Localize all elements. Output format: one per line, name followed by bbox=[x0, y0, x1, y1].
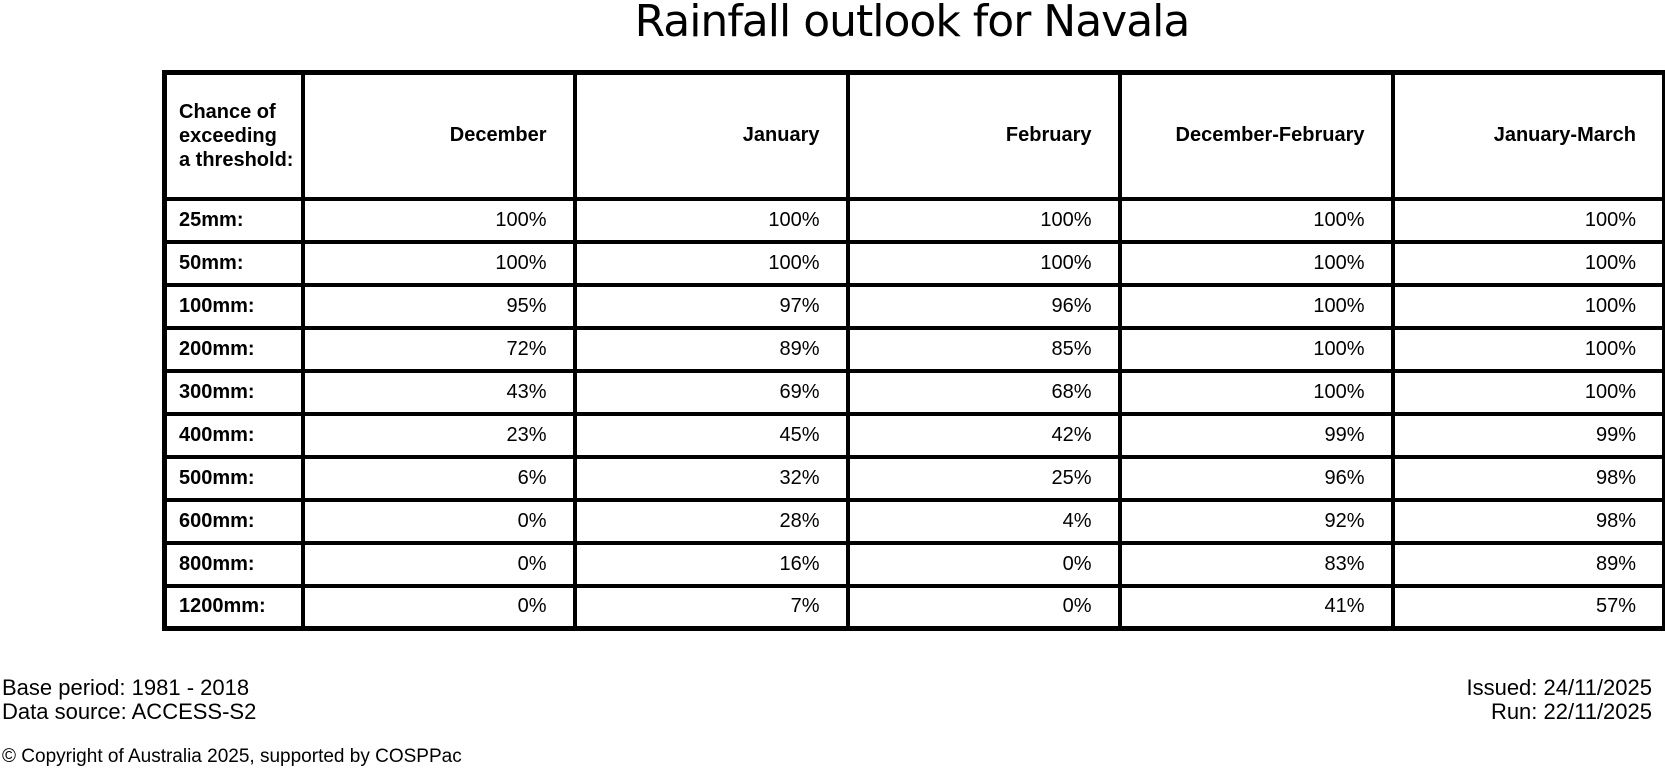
threshold-label: 800mm: bbox=[162, 540, 305, 588]
run-date-text: Run: 22/11/2025 bbox=[1490, 699, 1652, 724]
table-row: 800mm: 0% 16% 0% 83% 89% bbox=[162, 540, 1665, 588]
table-row: 500mm: 6% 32% 25% 96% 98% bbox=[162, 454, 1665, 502]
table-row: 600mm: 0% 28% 4% 92% 98% bbox=[162, 497, 1665, 545]
column-header-january-march: January-March bbox=[1390, 70, 1665, 201]
probability-cell: 6% bbox=[300, 454, 577, 502]
probability-cell: 0% bbox=[845, 583, 1122, 631]
probability-cell: 72% bbox=[300, 325, 577, 373]
column-header-december: December bbox=[300, 70, 577, 201]
probability-cell: 42% bbox=[845, 411, 1122, 459]
probability-cell: 83% bbox=[1117, 540, 1395, 588]
probability-cell: 0% bbox=[300, 497, 577, 545]
probability-cell: 41% bbox=[1117, 583, 1395, 631]
probability-cell: 99% bbox=[1390, 411, 1665, 459]
table-row: 50mm: 100% 100% 100% 100% 100% bbox=[162, 239, 1665, 287]
column-header-december-february: December-February bbox=[1117, 70, 1395, 201]
probability-cell: 98% bbox=[1390, 497, 1665, 545]
footer-right: Issued: 24/11/2025 Run: 22/11/2025 bbox=[1466, 676, 1652, 724]
column-header-february: February bbox=[845, 70, 1122, 201]
threshold-label: 500mm: bbox=[162, 454, 305, 502]
copyright-text: © Copyright of Australia 2025, supported… bbox=[2, 746, 462, 767]
probability-cell: 100% bbox=[845, 239, 1122, 287]
probability-cell: 89% bbox=[1390, 540, 1665, 588]
probability-cell: 100% bbox=[572, 239, 850, 287]
issued-date-text: Issued: 24/11/2025 bbox=[1466, 675, 1652, 700]
probability-cell: 57% bbox=[1390, 583, 1665, 631]
probability-cell: 16% bbox=[572, 540, 850, 588]
probability-cell: 100% bbox=[1117, 196, 1395, 244]
table-row: 25mm: 100% 100% 100% 100% 100% bbox=[162, 196, 1665, 244]
probability-cell: 100% bbox=[1390, 282, 1665, 330]
probability-cell: 0% bbox=[845, 540, 1122, 588]
threshold-label: 1200mm: bbox=[162, 583, 305, 631]
probability-cell: 98% bbox=[1390, 454, 1665, 502]
threshold-label: 300mm: bbox=[162, 368, 305, 416]
probability-cell: 100% bbox=[1390, 325, 1665, 373]
probability-cell: 25% bbox=[845, 454, 1122, 502]
probability-cell: 100% bbox=[572, 196, 850, 244]
table-row: 1200mm: 0% 7% 0% 41% 57% bbox=[162, 583, 1665, 631]
probability-cell: 100% bbox=[1117, 368, 1395, 416]
probability-cell: 100% bbox=[1117, 325, 1395, 373]
probability-cell: 89% bbox=[572, 325, 850, 373]
probability-cell: 100% bbox=[1390, 196, 1665, 244]
probability-cell: 0% bbox=[300, 583, 577, 631]
probability-cell: 85% bbox=[845, 325, 1122, 373]
corner-header: Chance of exceeding a threshold: bbox=[162, 70, 305, 201]
probability-cell: 69% bbox=[572, 368, 850, 416]
table-row: 400mm: 23% 45% 42% 99% 99% bbox=[162, 411, 1665, 459]
probability-cell: 32% bbox=[572, 454, 850, 502]
probability-cell: 43% bbox=[300, 368, 577, 416]
rainfall-outlook-table: Chance of exceeding a threshold: Decembe… bbox=[162, 70, 1665, 631]
threshold-label: 400mm: bbox=[162, 411, 305, 459]
threshold-label: 200mm: bbox=[162, 325, 305, 373]
footer-left: Base period: 1981 - 2018 Data source: AC… bbox=[2, 676, 256, 724]
table-row: 300mm: 43% 69% 68% 100% 100% bbox=[162, 368, 1665, 416]
table-header-row: Chance of exceeding a threshold: Decembe… bbox=[162, 70, 1665, 201]
probability-cell: 96% bbox=[1117, 454, 1395, 502]
probability-cell: 100% bbox=[1117, 282, 1395, 330]
probability-cell: 100% bbox=[1390, 368, 1665, 416]
probability-cell: 45% bbox=[572, 411, 850, 459]
threshold-label: 50mm: bbox=[162, 239, 305, 287]
probability-cell: 100% bbox=[1390, 239, 1665, 287]
probability-cell: 99% bbox=[1117, 411, 1395, 459]
probability-cell: 100% bbox=[300, 196, 577, 244]
page-title: Rainfall outlook for Navala bbox=[634, 0, 1191, 47]
probability-cell: 23% bbox=[300, 411, 577, 459]
base-period-text: Base period: 1981 - 2018 bbox=[2, 675, 250, 700]
probability-cell: 68% bbox=[845, 368, 1122, 416]
table-body: 25mm: 100% 100% 100% 100% 100% 50mm: 100% 100% 10… bbox=[162, 196, 1665, 631]
threshold-label: 25mm: bbox=[162, 196, 305, 244]
threshold-label: 600mm: bbox=[162, 497, 305, 545]
probability-cell: 100% bbox=[300, 239, 577, 287]
probability-cell: 4% bbox=[845, 497, 1122, 545]
probability-cell: 95% bbox=[300, 282, 577, 330]
probability-cell: 28% bbox=[572, 497, 850, 545]
table-row: 100mm: 95% 97% 96% 100% 100% bbox=[162, 282, 1665, 330]
probability-cell: 0% bbox=[300, 540, 577, 588]
probability-cell: 7% bbox=[572, 583, 850, 631]
probability-cell: 97% bbox=[572, 282, 850, 330]
column-header-january: January bbox=[572, 70, 850, 201]
data-source-text: Data source: ACCESS-S2 bbox=[2, 699, 257, 724]
table-row: 200mm: 72% 89% 85% 100% 100% bbox=[162, 325, 1665, 373]
probability-cell: 96% bbox=[845, 282, 1122, 330]
probability-cell: 92% bbox=[1117, 497, 1395, 545]
threshold-label: 100mm: bbox=[162, 282, 305, 330]
probability-cell: 100% bbox=[845, 196, 1122, 244]
probability-cell: 100% bbox=[1117, 239, 1395, 287]
